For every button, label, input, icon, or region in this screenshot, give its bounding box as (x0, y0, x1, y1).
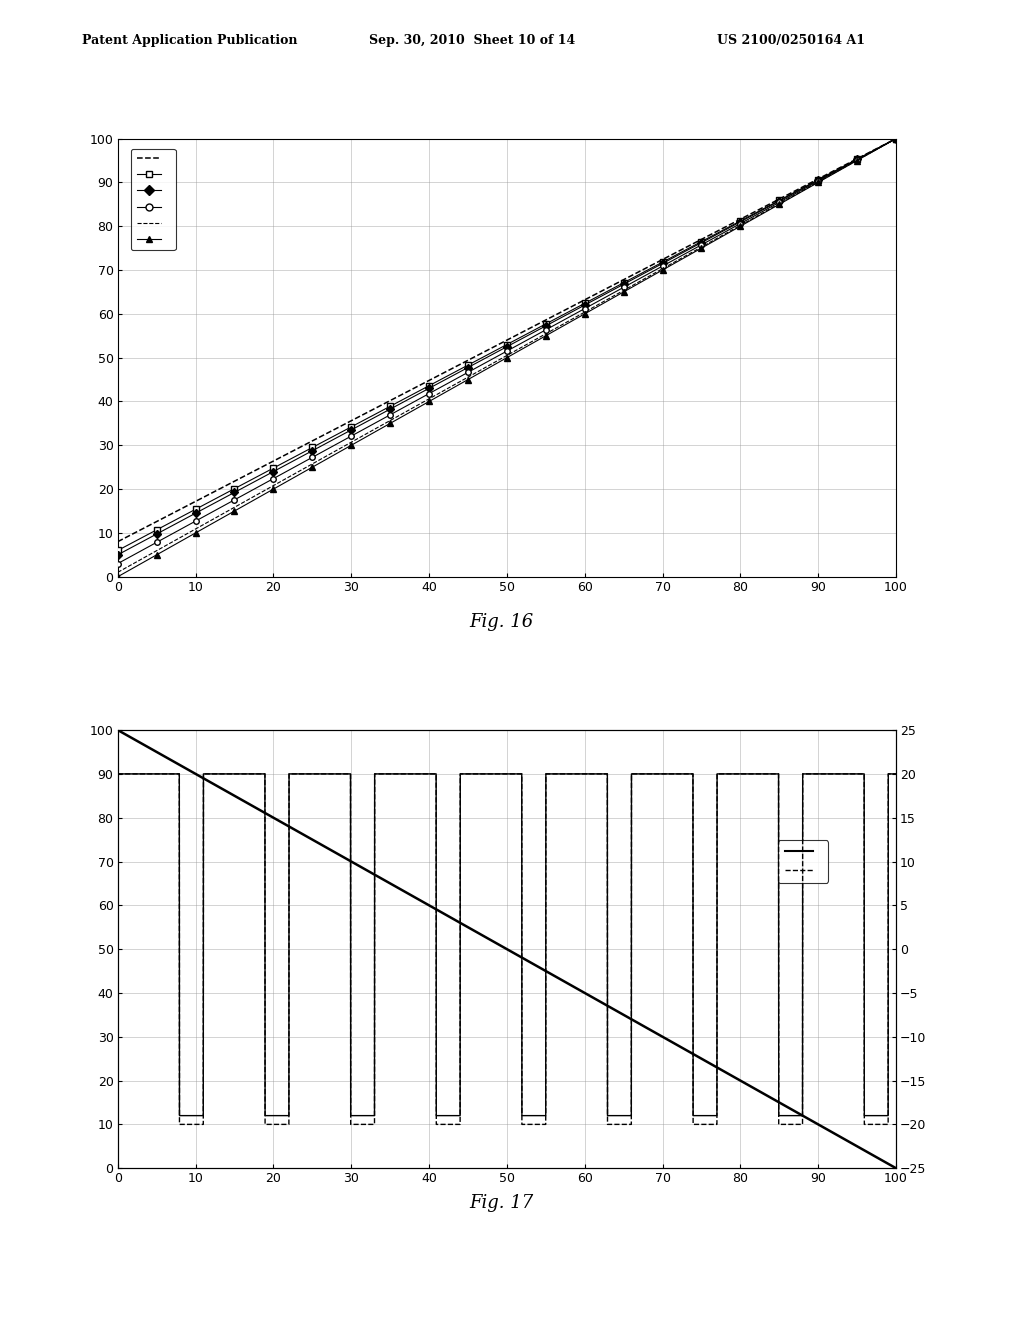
Text: Patent Application Publication: Patent Application Publication (82, 34, 297, 48)
Text: Fig. 17: Fig. 17 (470, 1193, 534, 1212)
Text: Sep. 30, 2010  Sheet 10 of 14: Sep. 30, 2010 Sheet 10 of 14 (369, 34, 574, 48)
Text: US 2100/0250164 A1: US 2100/0250164 A1 (717, 34, 865, 48)
Text: Fig. 16: Fig. 16 (470, 612, 534, 631)
Legend: , : , (778, 841, 828, 883)
Legend: , , , , , : , , , , , (131, 149, 175, 251)
